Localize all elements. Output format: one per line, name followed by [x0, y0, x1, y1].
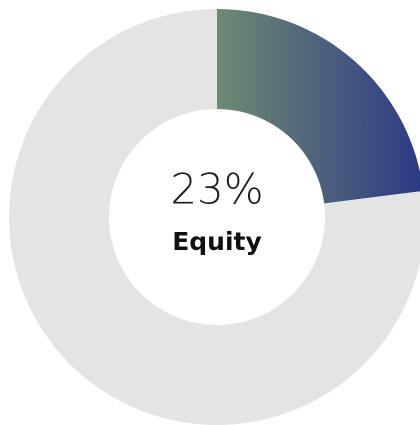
center-value: 23%: [170, 165, 263, 214]
center-category: Equity: [172, 227, 262, 256]
donut-segment: [9, 9, 420, 425]
donut-segment: [217, 9, 420, 204]
donut: [9, 9, 420, 425]
